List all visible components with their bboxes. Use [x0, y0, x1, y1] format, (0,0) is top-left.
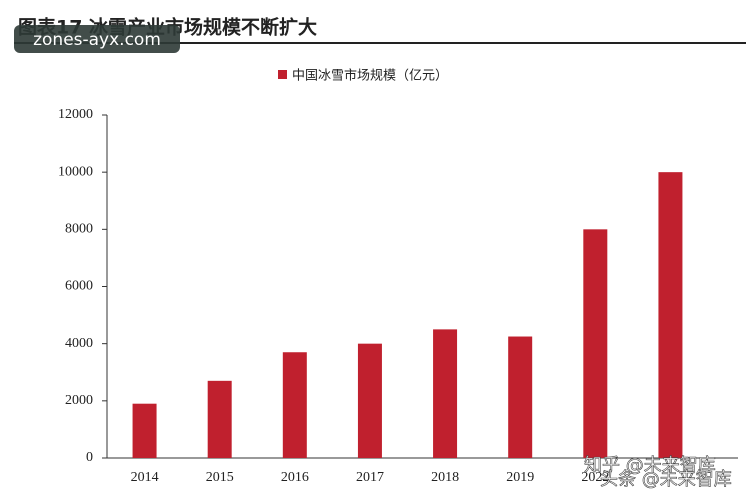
- y-tick-label: 12000: [58, 107, 93, 122]
- legend-swatch: [278, 70, 287, 79]
- x-tick-label: 2018: [431, 470, 459, 485]
- watermark: zones-ayx.com: [33, 30, 161, 50]
- y-tick-label: 0: [86, 450, 93, 465]
- bar: [508, 336, 533, 458]
- y-tick-label: 2000: [65, 393, 93, 408]
- y-tick-label: 4000: [65, 336, 93, 351]
- watermark: 头条 @未来智库: [600, 469, 732, 490]
- x-tick-label: 2017: [356, 470, 384, 485]
- bar: [583, 229, 608, 458]
- x-tick-label: 2015: [206, 470, 234, 485]
- bar: [207, 380, 232, 458]
- x-tick-label: 2016: [281, 470, 309, 485]
- watermark: 知乎 @未来智库: [584, 455, 716, 476]
- x-tick-label: 2014: [131, 470, 159, 485]
- y-tick-label: 10000: [58, 164, 93, 179]
- x-tick-label: 2022: [581, 470, 609, 485]
- bar: [282, 352, 307, 458]
- y-tick-label: 8000: [65, 222, 93, 237]
- legend-label: 中国冰雪市场规模（亿元）: [292, 68, 448, 84]
- bar: [433, 329, 458, 458]
- x-tick-label: 2019: [506, 470, 534, 485]
- watermark-box: [14, 25, 180, 53]
- bar: [658, 172, 683, 458]
- bar: [357, 343, 382, 458]
- bar: [132, 403, 157, 458]
- y-tick-label: 6000: [65, 279, 93, 294]
